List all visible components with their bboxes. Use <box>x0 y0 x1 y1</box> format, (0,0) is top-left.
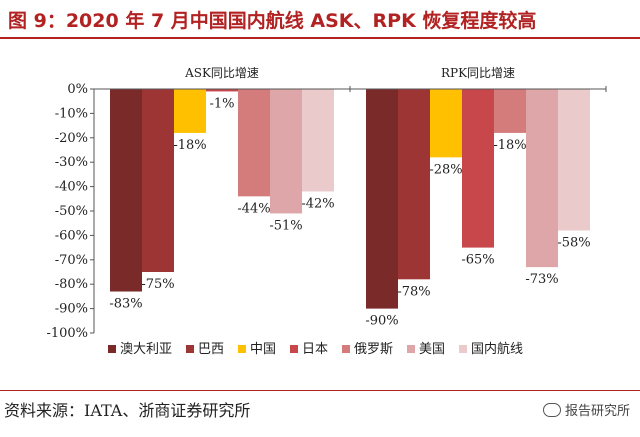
title-bar: 图 9：2020 年 7 月中国国内航线 ASK、RPK 恢复程度较高 <box>0 0 640 39</box>
bar-美国 <box>526 89 558 268</box>
data-label: -65% <box>461 253 494 268</box>
legend-label: 澳大利亚 <box>120 341 172 357</box>
legend-swatch <box>342 345 350 353</box>
data-label: -83% <box>109 297 142 312</box>
bar-俄罗斯 <box>494 89 526 133</box>
figure-title: 图 9：2020 年 7 月中国国内航线 ASK、RPK 恢复程度较高 <box>8 10 537 32</box>
legend-swatch <box>186 345 194 353</box>
bar-澳大利亚 <box>110 89 142 292</box>
source-divider <box>0 390 640 391</box>
y-tick-label: -90% <box>55 302 88 317</box>
y-tick-label: -30% <box>55 155 88 170</box>
y-tick-label: 0% <box>67 82 88 97</box>
wechat-icon <box>542 403 561 417</box>
bar-国内航线 <box>558 89 590 231</box>
bar-中国 <box>430 89 462 158</box>
data-label: -73% <box>525 272 558 287</box>
legend-label: 巴西 <box>198 342 224 357</box>
legend-label: 美国 <box>419 342 445 357</box>
legend-swatch <box>238 345 246 353</box>
legend-label: 日本 <box>302 342 328 357</box>
bar-日本 <box>206 89 238 92</box>
data-label: -75% <box>141 277 174 292</box>
title-divider <box>0 37 640 39</box>
bar-chart: 0% -10% -20% -30% -40% -50% -60% -70% -80% -90% -1… <box>46 66 607 357</box>
legend-label: 俄罗斯 <box>354 342 393 357</box>
data-label: -90% <box>365 314 398 329</box>
data-label: -1% <box>209 96 234 111</box>
group-label: ASK同比增速 <box>184 66 259 80</box>
bar-国内航线 <box>302 89 334 192</box>
y-tick-label: -80% <box>55 277 88 292</box>
data-label: -44% <box>237 201 270 216</box>
bar-美国 <box>270 89 302 214</box>
bar-澳大利亚 <box>366 89 398 309</box>
data-label: -51% <box>269 218 302 233</box>
y-tick-label: -100% <box>46 326 88 341</box>
bar-中国 <box>174 89 206 133</box>
y-tick-label: -70% <box>55 253 88 268</box>
y-tick-label: -50% <box>55 204 88 219</box>
data-label: -42% <box>301 196 334 211</box>
legend-label: 中国 <box>250 342 276 357</box>
data-label: -78% <box>397 284 430 299</box>
legend-swatch <box>459 345 467 353</box>
bar-巴西 <box>398 89 430 280</box>
bar-俄罗斯 <box>238 89 270 197</box>
data-label: -18% <box>493 138 526 153</box>
legend-label: 国内航线 <box>471 341 523 357</box>
data-label: -18% <box>173 138 206 153</box>
y-tick-label: -60% <box>55 228 88 243</box>
watermark-text: 报告研究所 <box>564 404 630 419</box>
legend-swatch <box>290 345 298 353</box>
legend-swatch <box>108 345 116 353</box>
watermark: 报告研究所 <box>542 400 630 419</box>
y-tick-label: -40% <box>55 180 88 195</box>
data-label: -58% <box>557 236 590 251</box>
legend-swatch <box>407 345 415 353</box>
data-label: -28% <box>429 162 462 177</box>
y-tick-label: -10% <box>55 106 88 121</box>
bar-巴西 <box>142 89 174 272</box>
source-note: 资料来源：IATA、浙商证券研究所 <box>4 401 251 420</box>
bar-日本 <box>462 89 494 248</box>
y-tick-label: -20% <box>55 131 88 146</box>
group-label: RPK同比增速 <box>441 66 515 80</box>
